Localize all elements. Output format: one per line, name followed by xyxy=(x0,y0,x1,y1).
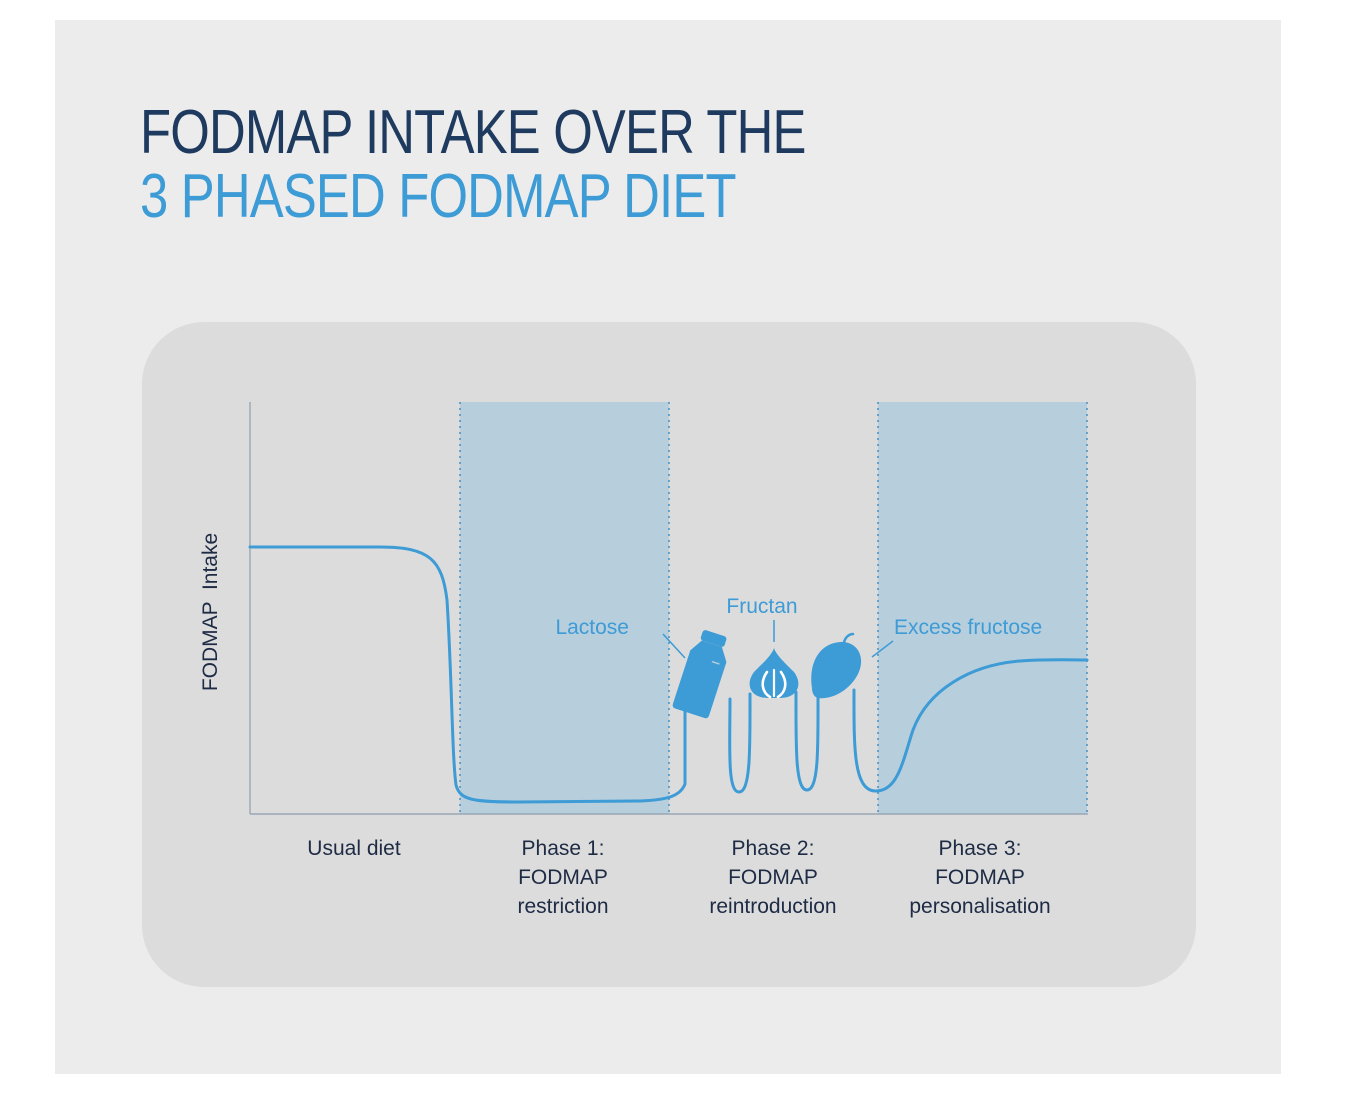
phase-label-phase-3: Phase 3: FODMAP personalisation xyxy=(880,834,1080,921)
phase-label-line: FODMAP xyxy=(935,866,1025,889)
intake-curve xyxy=(248,545,1089,804)
phase-3-shading xyxy=(878,402,1087,814)
milk-bottle-icon xyxy=(672,630,727,719)
phase-label-line: Phase 3: xyxy=(938,837,1022,860)
phase-label-line: FODMAP xyxy=(728,866,818,889)
phase-label-usual-diet: Usual diet xyxy=(254,834,454,863)
phase-label-line: Usual diet xyxy=(307,837,401,860)
lactose-label: Lactose xyxy=(555,616,629,639)
fructose-label: Excess fructose xyxy=(894,616,1042,639)
phase-label-line: restriction xyxy=(517,895,609,918)
title-line-1: FODMAP INTAKE OVER THE xyxy=(140,98,806,167)
garlic-icon xyxy=(749,648,799,699)
phase-label-line: personalisation xyxy=(909,895,1051,918)
mango-icon xyxy=(811,632,862,699)
fructan-label: Fructan xyxy=(726,595,797,618)
lactose-leader xyxy=(662,633,686,659)
phase-label-phase-2: Phase 2: FODMAP reintroduction xyxy=(673,834,873,921)
y-axis-label: FODMAP Intake xyxy=(199,533,222,691)
phase-label-line: FODMAP xyxy=(518,866,608,889)
fructose-leader xyxy=(871,640,894,658)
phase-label-phase-1: Phase 1: FODMAP restriction xyxy=(463,834,663,921)
phase-dividers xyxy=(459,402,1088,814)
phase-label-line: Phase 2: xyxy=(731,837,815,860)
phase-label-line: Phase 1: xyxy=(521,837,605,860)
title-line-2: 3 PHASED FODMAP DIET xyxy=(140,162,737,231)
phase-label-line: reintroduction xyxy=(709,895,837,918)
phase-1-shading xyxy=(460,402,669,814)
